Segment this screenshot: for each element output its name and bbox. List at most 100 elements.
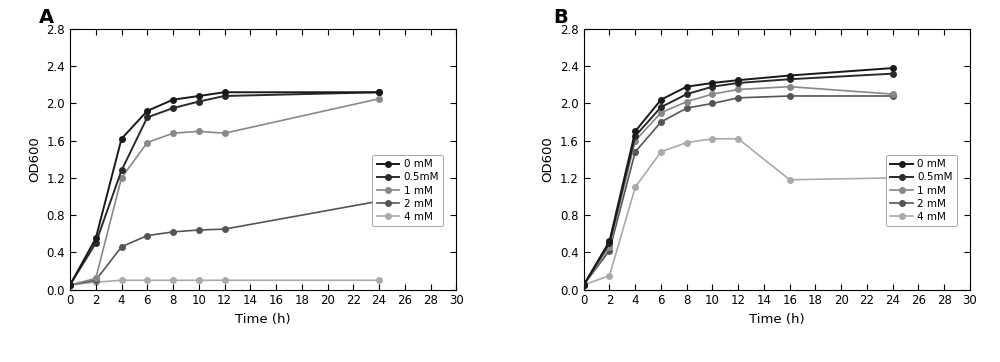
Line: 2 mM: 2 mM xyxy=(581,93,896,288)
0.5mM xyxy=(193,100,205,104)
0.5mM xyxy=(116,168,128,173)
4 mM xyxy=(784,178,796,182)
2 mM xyxy=(681,106,693,110)
2 mM xyxy=(603,248,615,253)
1 mM xyxy=(603,245,615,249)
0 mM xyxy=(219,90,231,94)
Legend: 0 mM, 0.5mM, 1 mM, 2 mM, 4 mM: 0 mM, 0.5mM, 1 mM, 2 mM, 4 mM xyxy=(886,155,957,226)
Line: 4 mM: 4 mM xyxy=(581,136,896,288)
2 mM xyxy=(167,230,179,234)
1 mM xyxy=(116,176,128,180)
4 mM xyxy=(732,136,744,141)
Line: 2 mM: 2 mM xyxy=(67,198,382,288)
Y-axis label: OD600: OD600 xyxy=(28,136,41,182)
1 mM xyxy=(784,84,796,89)
0 mM xyxy=(706,81,718,85)
2 mM xyxy=(732,96,744,100)
4 mM xyxy=(64,283,76,287)
0.5mM xyxy=(64,283,76,287)
1 mM xyxy=(578,283,590,287)
X-axis label: Time (h): Time (h) xyxy=(235,313,291,326)
2 mM xyxy=(64,283,76,287)
0 mM xyxy=(784,73,796,78)
0.5mM xyxy=(603,241,615,245)
1 mM xyxy=(887,92,899,96)
Text: B: B xyxy=(553,8,568,27)
1 mM xyxy=(167,131,179,135)
4 mM xyxy=(655,150,667,154)
0.5mM xyxy=(681,92,693,96)
Line: 4 mM: 4 mM xyxy=(67,278,382,288)
0 mM xyxy=(116,136,128,141)
0 mM xyxy=(887,66,899,70)
4 mM xyxy=(629,185,641,189)
0.5mM xyxy=(167,106,179,110)
1 mM xyxy=(64,283,76,287)
Text: A: A xyxy=(39,8,54,27)
0.5mM xyxy=(629,134,641,138)
4 mM xyxy=(706,136,718,141)
4 mM xyxy=(219,278,231,282)
0 mM xyxy=(578,283,590,287)
X-axis label: Time (h): Time (h) xyxy=(749,313,805,326)
Legend: 0 mM, 0.5mM, 1 mM, 2 mM, 4 mM: 0 mM, 0.5mM, 1 mM, 2 mM, 4 mM xyxy=(372,155,443,226)
1 mM xyxy=(373,97,385,101)
Line: 1 mM: 1 mM xyxy=(581,84,896,288)
4 mM xyxy=(167,278,179,282)
0 mM xyxy=(167,97,179,102)
1 mM xyxy=(706,92,718,96)
4 mM xyxy=(578,283,590,287)
2 mM xyxy=(887,94,899,98)
Line: 0 mM: 0 mM xyxy=(67,89,382,288)
Line: 0 mM: 0 mM xyxy=(581,65,896,288)
4 mM xyxy=(373,278,385,282)
1 mM xyxy=(732,87,744,92)
2 mM xyxy=(373,199,385,203)
0.5mM xyxy=(784,77,796,81)
0.5mM xyxy=(90,241,102,245)
2 mM xyxy=(90,278,102,282)
1 mM xyxy=(629,139,641,143)
0 mM xyxy=(90,236,102,241)
1 mM xyxy=(141,140,153,145)
4 mM xyxy=(887,176,899,180)
2 mM xyxy=(116,245,128,249)
0 mM xyxy=(629,129,641,134)
0.5mM xyxy=(141,115,153,119)
0 mM xyxy=(681,84,693,89)
1 mM xyxy=(193,129,205,134)
2 mM xyxy=(784,94,796,98)
Line: 0.5mM: 0.5mM xyxy=(581,71,896,288)
1 mM xyxy=(219,131,231,135)
2 mM xyxy=(706,101,718,106)
Line: 1 mM: 1 mM xyxy=(67,96,382,288)
4 mM xyxy=(681,140,693,145)
Y-axis label: OD600: OD600 xyxy=(542,136,555,182)
1 mM xyxy=(655,110,667,115)
0.5mM xyxy=(655,105,667,109)
2 mM xyxy=(655,120,667,124)
0.5mM xyxy=(373,90,385,94)
0 mM xyxy=(373,90,385,94)
1 mM xyxy=(90,276,102,281)
2 mM xyxy=(193,228,205,232)
2 mM xyxy=(578,283,590,287)
1 mM xyxy=(681,100,693,104)
0 mM xyxy=(141,109,153,113)
0 mM xyxy=(732,78,744,82)
2 mM xyxy=(141,233,153,238)
0.5mM xyxy=(219,94,231,98)
Line: 0.5mM: 0.5mM xyxy=(67,89,382,288)
4 mM xyxy=(116,278,128,282)
0 mM xyxy=(193,94,205,98)
2 mM xyxy=(219,227,231,231)
4 mM xyxy=(141,278,153,282)
0.5mM xyxy=(732,81,744,85)
0.5mM xyxy=(887,71,899,76)
4 mM xyxy=(90,280,102,284)
0 mM xyxy=(603,239,615,243)
4 mM xyxy=(603,273,615,278)
0 mM xyxy=(655,97,667,102)
0.5mM xyxy=(706,84,718,89)
0.5mM xyxy=(578,283,590,287)
